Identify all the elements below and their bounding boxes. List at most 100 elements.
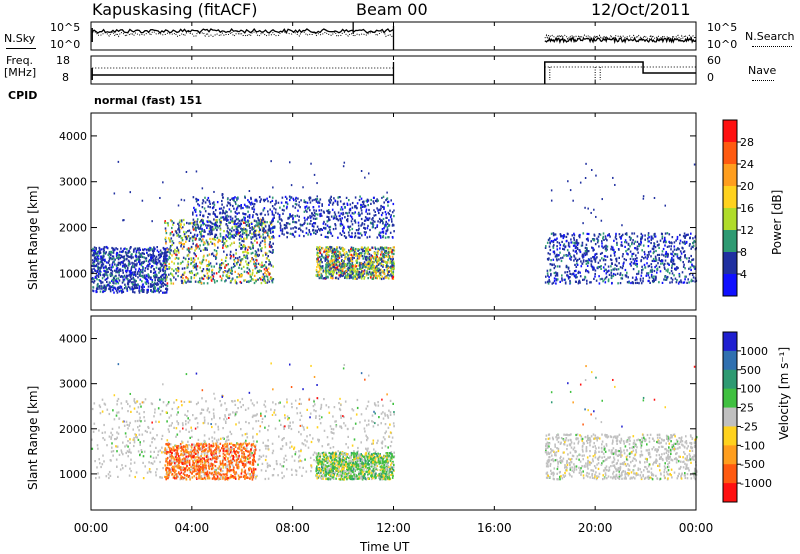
power-2-cell bbox=[354, 249, 356, 252]
power-1-cell bbox=[206, 276, 208, 279]
power-0-cell bbox=[110, 250, 113, 253]
power-4-cell bbox=[604, 281, 607, 284]
power-0-cell bbox=[104, 259, 106, 263]
velocity-0-cell bbox=[384, 432, 386, 435]
power-3-cell bbox=[354, 211, 356, 214]
power-1-cell bbox=[194, 258, 196, 261]
velocity-0-cell bbox=[257, 463, 259, 466]
power-4-cell bbox=[573, 255, 576, 258]
power-3-cell bbox=[230, 210, 232, 213]
power-1-cell bbox=[265, 253, 267, 256]
power-1-cell bbox=[257, 254, 259, 258]
power-1-cell bbox=[183, 233, 186, 236]
power-1-cell bbox=[232, 253, 235, 256]
power-4-cell bbox=[619, 236, 621, 239]
power-1-cell bbox=[247, 272, 250, 275]
power-2-cell bbox=[343, 248, 346, 251]
power-0-cell bbox=[149, 253, 151, 256]
power-sparse bbox=[600, 219, 603, 222]
power-1-cell bbox=[177, 257, 180, 260]
power-4-cell bbox=[616, 272, 619, 275]
power-3-cell bbox=[238, 224, 240, 228]
power-2-cell bbox=[328, 250, 330, 253]
power-3-cell bbox=[240, 223, 243, 226]
power-1-cell bbox=[193, 260, 195, 263]
power-3-cell bbox=[312, 228, 315, 231]
power-1-cell bbox=[245, 256, 247, 259]
nave-tick-low: 0 bbox=[707, 71, 714, 84]
power-1-cell bbox=[206, 224, 209, 227]
power-4-cell bbox=[609, 235, 611, 238]
power-1-cell bbox=[175, 230, 177, 233]
velocity-0-cell bbox=[136, 410, 138, 413]
power-1-cell bbox=[177, 222, 179, 225]
power-0-cell bbox=[99, 251, 102, 254]
power-4-cell bbox=[612, 272, 615, 276]
power-4-cell bbox=[549, 237, 551, 240]
power-4-cell bbox=[576, 252, 578, 255]
power-3-cell bbox=[339, 232, 341, 235]
power-sparse bbox=[316, 195, 319, 198]
power-4-cell bbox=[662, 247, 665, 251]
power-3-cell bbox=[211, 202, 214, 205]
power-3-cell bbox=[386, 216, 388, 219]
power-4-cell bbox=[655, 257, 657, 260]
power-0-cell bbox=[132, 265, 134, 268]
power-2-cell bbox=[352, 271, 355, 274]
power-4-cell bbox=[676, 237, 679, 241]
power-1-cell bbox=[263, 222, 265, 225]
velocity-0-cell bbox=[267, 445, 270, 448]
power-0-cell bbox=[159, 270, 162, 273]
power-0-cell bbox=[108, 263, 111, 266]
power-3-cell bbox=[226, 214, 228, 217]
power-0-cell bbox=[105, 288, 107, 291]
power-3-cell bbox=[294, 206, 297, 209]
power-1-cell bbox=[190, 262, 193, 265]
power-0-cell bbox=[134, 284, 136, 287]
power-4-cell bbox=[629, 257, 632, 261]
power-4-cell bbox=[575, 240, 578, 243]
power-4-cell bbox=[621, 277, 624, 280]
power-0-cell bbox=[140, 261, 143, 264]
power-2-cell bbox=[383, 271, 385, 274]
power-0-cell bbox=[112, 265, 114, 268]
velocity-0-cell bbox=[299, 411, 302, 414]
power-3-cell bbox=[329, 197, 332, 200]
velocity-0-cell bbox=[303, 428, 305, 431]
velocity-0-cell bbox=[195, 417, 198, 420]
power-3-cell bbox=[391, 211, 394, 214]
power-2-cell bbox=[319, 276, 322, 279]
velocity-0-cell bbox=[196, 422, 199, 425]
velocity-0-cell bbox=[111, 446, 113, 449]
power-0-cell bbox=[160, 285, 162, 288]
power-0-cell bbox=[140, 275, 143, 278]
power-1-cell bbox=[209, 225, 212, 228]
power-2-cell bbox=[346, 263, 349, 266]
power-4-cell bbox=[627, 253, 629, 256]
power-0-cell bbox=[151, 248, 154, 251]
power-0-cell bbox=[130, 267, 133, 270]
power-3-cell bbox=[340, 206, 343, 209]
power-1-cell bbox=[268, 229, 271, 232]
velocity-0-cell bbox=[103, 438, 106, 441]
power-0-cell bbox=[99, 279, 101, 283]
power-3-cell bbox=[357, 236, 359, 239]
power-3-cell bbox=[304, 201, 307, 204]
power-0-cell bbox=[105, 286, 107, 289]
power-3-cell bbox=[381, 230, 384, 234]
power-4-cell bbox=[659, 270, 662, 273]
power-3-cell bbox=[330, 232, 332, 235]
power-4-cell bbox=[652, 237, 654, 240]
power-0-cell bbox=[134, 282, 136, 285]
power-3-cell bbox=[357, 221, 360, 224]
power-1-cell bbox=[164, 266, 167, 269]
power-1-cell bbox=[221, 277, 223, 280]
power-1-cell bbox=[215, 262, 218, 265]
velocity-0-cell bbox=[275, 460, 278, 463]
power-2-cell bbox=[393, 262, 395, 265]
power-0-cell bbox=[109, 273, 111, 276]
power-1-cell bbox=[255, 266, 258, 269]
power-1-cell bbox=[164, 278, 167, 281]
power-1-cell bbox=[195, 246, 197, 249]
power-3-cell bbox=[250, 198, 252, 201]
